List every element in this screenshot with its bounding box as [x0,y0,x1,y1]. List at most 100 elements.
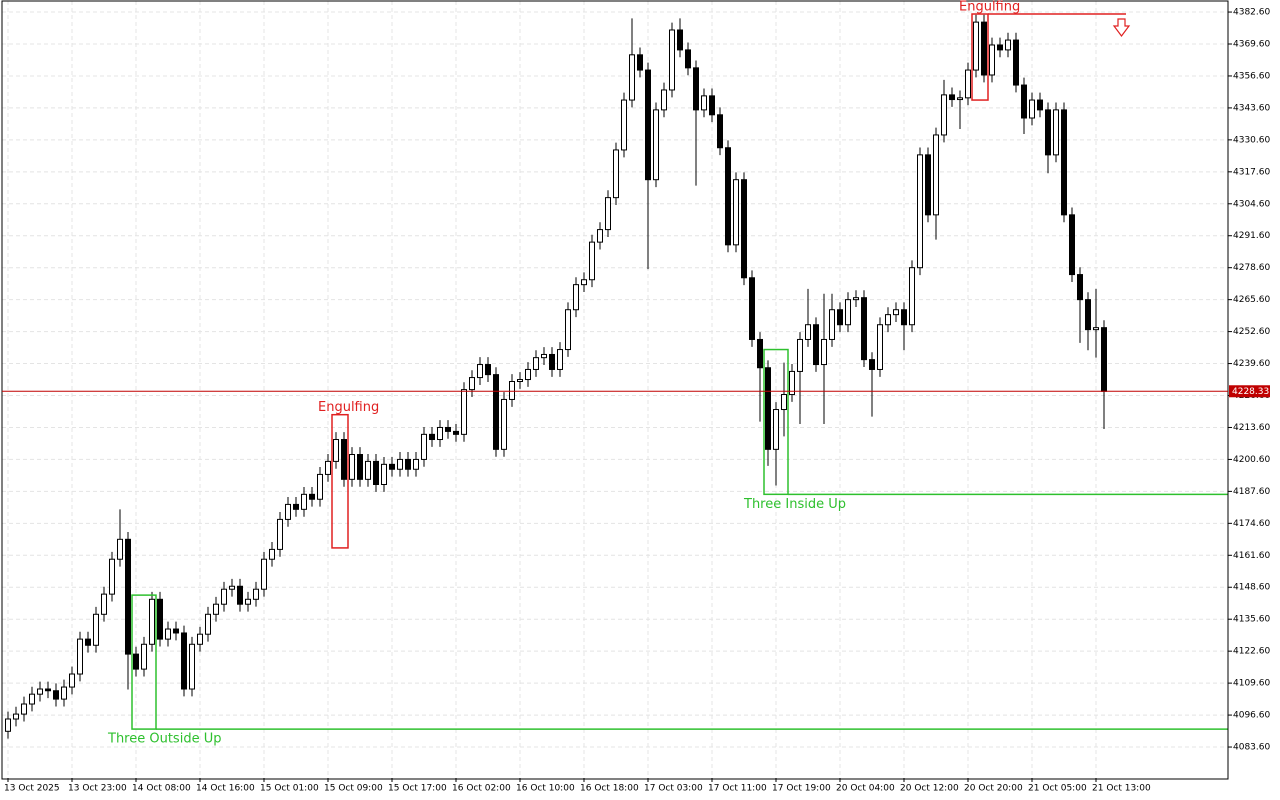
candle-body [285,503,291,520]
pattern-label: Three Outside Up [107,732,221,747]
candle-body [421,433,427,460]
candle-body [845,299,851,326]
candle-body [1005,39,1011,51]
candle-body [53,690,59,700]
candle-body [445,426,451,432]
candle-body [541,353,547,359]
candle-body [717,114,723,149]
candle-body [117,538,123,560]
candle-body [877,324,883,370]
candle-body [493,374,499,450]
y-tick-label: 4369.60 [1233,40,1270,50]
candle-body [181,632,187,690]
candle-body [1093,327,1099,331]
pattern-label: Engulfing [318,400,379,415]
x-tick-label: 14 Oct 08:00 [132,784,191,794]
candle-body [725,147,731,246]
candle-body [357,454,363,480]
candle-body [293,503,299,510]
x-tick-label: 13 Oct 23:00 [68,784,127,794]
candle-body [389,463,395,470]
x-tick-label: 21 Oct 05:00 [1028,784,1087,794]
candle-body [349,454,355,480]
candle-body [941,94,947,136]
candle-body [837,309,843,326]
x-tick-label: 20 Oct 12:00 [900,784,959,794]
y-tick-label: 4317.60 [1233,167,1270,177]
candle-body [21,703,27,715]
y-tick-label: 4174.60 [1233,519,1270,529]
candle-body [621,99,627,151]
x-tick-label: 16 Oct 10:00 [516,784,575,794]
candle-body [1021,84,1027,119]
candle-body [413,458,419,470]
y-tick-label: 4278.60 [1233,263,1270,273]
y-tick-label: 4330.60 [1233,135,1270,145]
candle-body [173,628,179,634]
candle-body [1037,99,1043,111]
candle-body [277,518,283,550]
candle-body [797,338,803,372]
candle-body [653,109,659,181]
candle-body [597,229,603,243]
candle-body [453,430,459,435]
candle-body [13,713,19,720]
candle-body [437,426,443,441]
x-tick-label: 15 Oct 01:00 [260,784,319,794]
x-tick-label: 17 Oct 11:00 [708,784,767,794]
candle-body [61,686,67,700]
candle-body [957,97,963,101]
candle-body [429,433,435,441]
candle-body [133,653,139,670]
candle-body [501,398,507,450]
candle-body [5,718,11,732]
candle-body [1061,109,1067,216]
candle-body [149,598,155,645]
x-tick-label: 21 Oct 13:00 [1092,784,1151,794]
x-tick-label: 16 Oct 18:00 [580,784,639,794]
candle-body [749,277,755,340]
x-tick-label: 15 Oct 09:00 [324,784,383,794]
y-tick-label: 4252.60 [1233,327,1270,337]
candle-body [565,309,571,351]
candle-body [757,338,763,369]
candle-body [981,21,987,76]
candle-body [93,613,99,646]
candle-body [789,370,795,396]
pattern-box [763,348,789,496]
last-price-tag [1229,385,1270,398]
candle-body [893,309,899,316]
candle-body [205,613,211,635]
candle-body [853,297,859,301]
candle-body [77,638,83,675]
candle-body [589,241,595,281]
candle-body [997,44,1003,51]
candle-body [685,49,691,69]
candle-body [1029,99,1035,119]
candle-body [901,309,907,326]
x-tick-label: 15 Oct 17:00 [388,784,447,794]
candle-body [309,493,315,500]
candle-body [933,134,939,216]
candle-body [317,473,323,500]
x-tick-label: 17 Oct 19:00 [772,784,831,794]
x-tick-label: 17 Oct 03:00 [644,784,703,794]
last-price-label: 4228.33 [1232,387,1269,397]
y-tick-label: 4239.60 [1233,359,1270,369]
candle-body [397,458,403,470]
pattern-box [331,413,349,549]
candle-body [221,588,227,605]
candle-body [949,94,955,101]
candle-body [1053,109,1059,156]
x-tick-label: 13 Oct 2025 [4,784,60,794]
plot [5,13,1228,739]
x-tick-label: 20 Oct 20:00 [964,784,1023,794]
candle-body [125,538,131,655]
candle-body [829,309,835,340]
candle-body [29,693,35,705]
candle-body [869,359,875,370]
candle-body [477,364,483,379]
candle-body [677,29,683,51]
y-tick-label: 4148.60 [1233,583,1270,593]
candle-body [405,458,411,470]
